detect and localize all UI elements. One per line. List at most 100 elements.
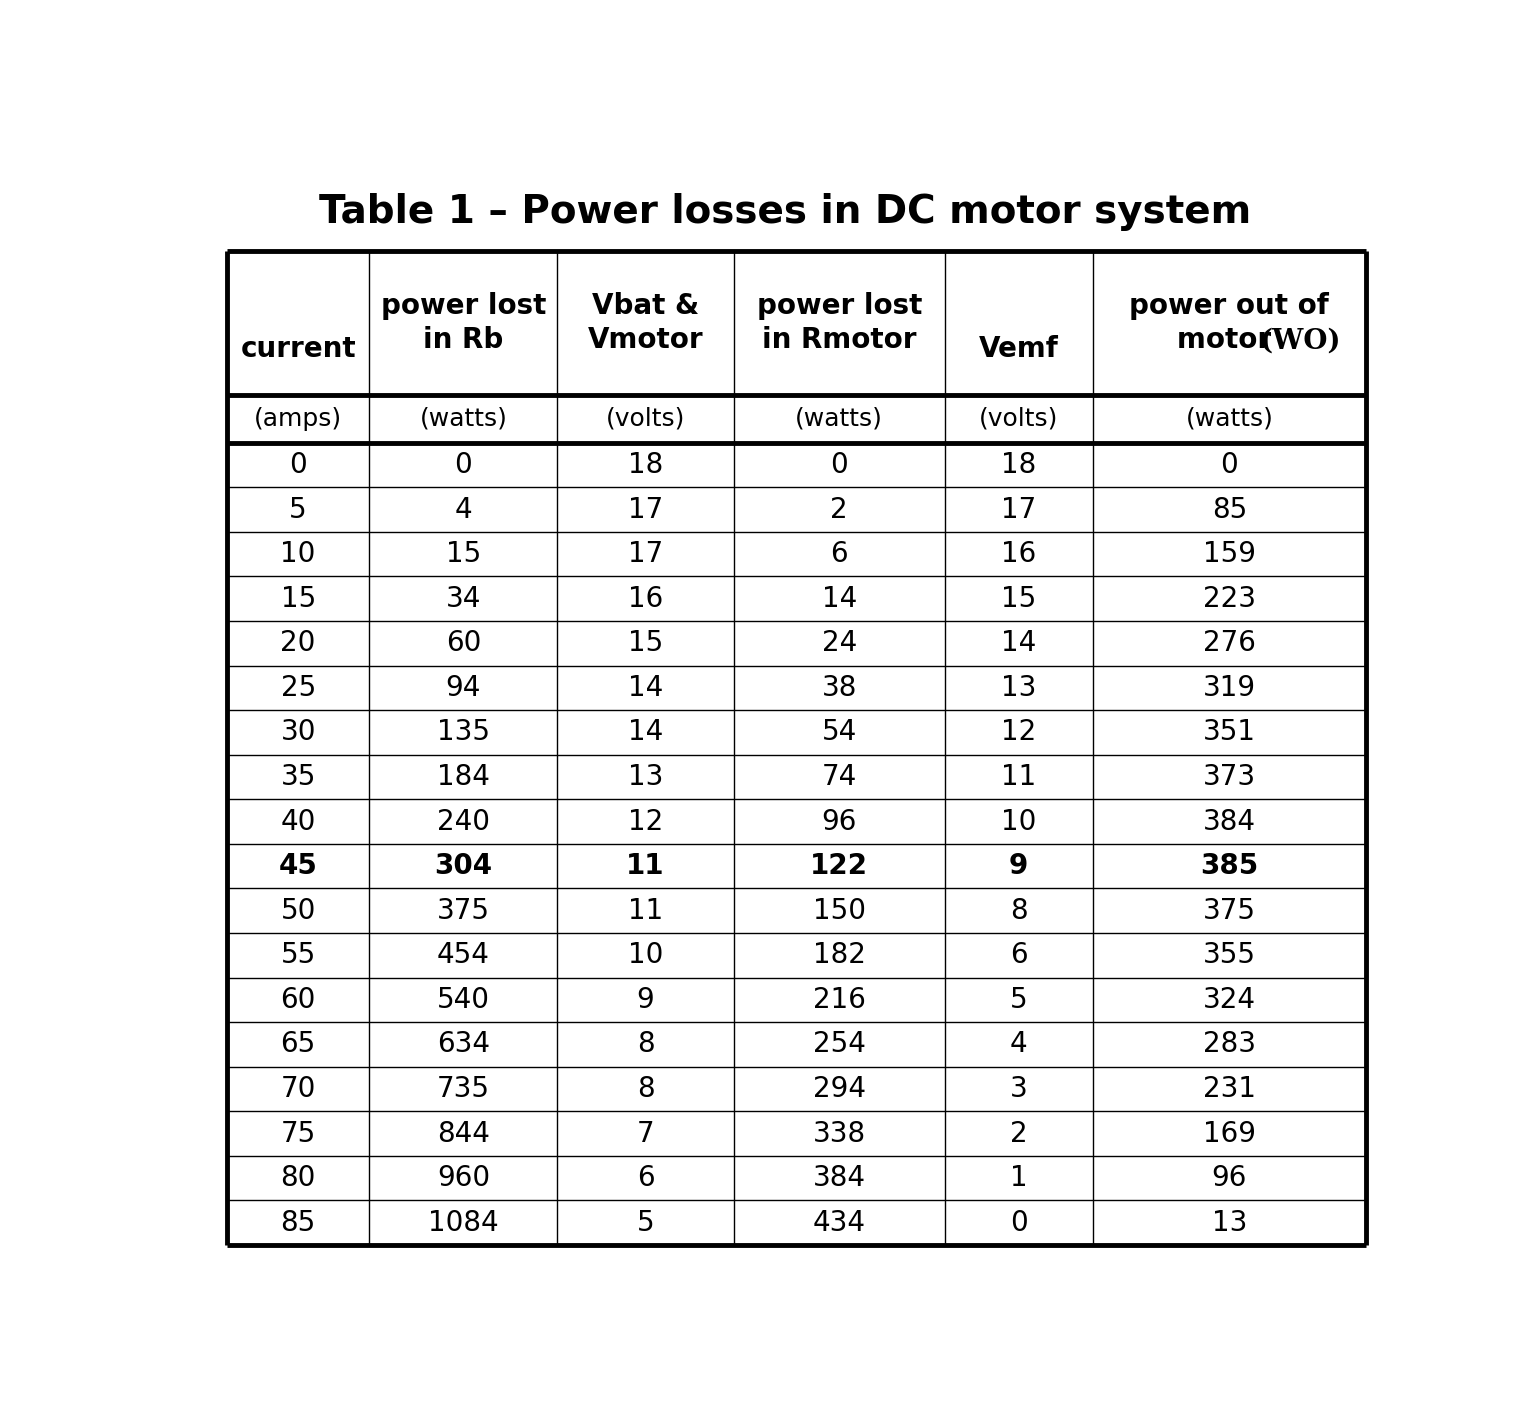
Text: 20: 20 bbox=[280, 629, 315, 658]
Text: 223: 223 bbox=[1203, 584, 1255, 612]
Text: 10: 10 bbox=[1001, 807, 1036, 835]
Text: 13: 13 bbox=[628, 763, 663, 792]
Text: 2: 2 bbox=[830, 495, 848, 523]
Text: 182: 182 bbox=[813, 941, 865, 969]
Text: 60: 60 bbox=[446, 629, 481, 658]
Text: 5: 5 bbox=[637, 1209, 654, 1236]
Text: 16: 16 bbox=[1001, 540, 1036, 569]
Text: 65: 65 bbox=[280, 1030, 315, 1058]
Text: current: current bbox=[240, 336, 357, 363]
Text: 960: 960 bbox=[436, 1164, 490, 1192]
Text: 9: 9 bbox=[637, 986, 654, 1013]
Text: 844: 844 bbox=[436, 1119, 490, 1147]
Text: 40: 40 bbox=[280, 807, 315, 835]
Text: power lost
in Rb: power lost in Rb bbox=[381, 292, 547, 354]
Text: 10: 10 bbox=[628, 941, 663, 969]
Text: 385: 385 bbox=[1200, 852, 1258, 880]
Text: 14: 14 bbox=[628, 718, 663, 746]
Text: 3: 3 bbox=[1010, 1075, 1027, 1103]
Text: 10: 10 bbox=[280, 540, 315, 569]
Text: 735: 735 bbox=[436, 1075, 490, 1103]
Text: 276: 276 bbox=[1203, 629, 1255, 658]
Text: 45: 45 bbox=[279, 852, 317, 880]
Text: 5: 5 bbox=[289, 495, 308, 523]
Text: 2: 2 bbox=[1010, 1119, 1027, 1147]
Text: (amps): (amps) bbox=[254, 406, 343, 430]
Text: Vbat &
Vmotor: Vbat & Vmotor bbox=[588, 292, 703, 354]
Text: 60: 60 bbox=[280, 986, 315, 1013]
Text: 240: 240 bbox=[436, 807, 490, 835]
Text: 85: 85 bbox=[1211, 495, 1246, 523]
Text: power lost
in Rmotor: power lost in Rmotor bbox=[756, 292, 922, 354]
Text: Vemf: Vemf bbox=[978, 336, 1058, 363]
Text: 150: 150 bbox=[813, 896, 865, 924]
Text: 16: 16 bbox=[628, 584, 663, 612]
Text: 24: 24 bbox=[822, 629, 857, 658]
Text: 12: 12 bbox=[1001, 718, 1036, 746]
Text: 94: 94 bbox=[446, 674, 481, 701]
Text: 15: 15 bbox=[628, 629, 663, 658]
Text: power out of
motor: power out of motor bbox=[1130, 292, 1329, 354]
Text: 8: 8 bbox=[637, 1075, 654, 1103]
Text: (watts): (watts) bbox=[419, 406, 507, 430]
Text: 11: 11 bbox=[626, 852, 664, 880]
Text: 35: 35 bbox=[280, 763, 315, 792]
Text: 5: 5 bbox=[1010, 986, 1027, 1013]
Text: 96: 96 bbox=[822, 807, 857, 835]
Text: 319: 319 bbox=[1203, 674, 1255, 701]
Text: 96: 96 bbox=[1211, 1164, 1248, 1192]
Text: (volts): (volts) bbox=[978, 406, 1058, 430]
Text: (watts): (watts) bbox=[1185, 406, 1274, 430]
Text: 1: 1 bbox=[1010, 1164, 1027, 1192]
Text: 15: 15 bbox=[1001, 584, 1036, 612]
Text: 0: 0 bbox=[455, 452, 472, 478]
Text: 8: 8 bbox=[637, 1030, 654, 1058]
Text: 6: 6 bbox=[830, 540, 848, 569]
Text: 384: 384 bbox=[813, 1164, 865, 1192]
Text: 50: 50 bbox=[280, 896, 315, 924]
Text: 4: 4 bbox=[455, 495, 472, 523]
Text: 0: 0 bbox=[289, 452, 308, 478]
Text: 54: 54 bbox=[822, 718, 857, 746]
Text: 18: 18 bbox=[628, 452, 663, 478]
Text: 122: 122 bbox=[810, 852, 868, 880]
Text: Table 1 – Power losses in DC motor system: Table 1 – Power losses in DC motor syste… bbox=[318, 193, 1251, 231]
Text: 34: 34 bbox=[446, 584, 481, 612]
Text: 540: 540 bbox=[436, 986, 490, 1013]
Text: 17: 17 bbox=[628, 540, 663, 569]
Text: 17: 17 bbox=[628, 495, 663, 523]
Text: 454: 454 bbox=[436, 941, 490, 969]
Text: (volts): (volts) bbox=[606, 406, 686, 430]
Text: 30: 30 bbox=[280, 718, 315, 746]
Text: 304: 304 bbox=[435, 852, 493, 880]
Text: 384: 384 bbox=[1203, 807, 1255, 835]
Text: 4: 4 bbox=[1010, 1030, 1027, 1058]
Text: 159: 159 bbox=[1203, 540, 1255, 569]
Text: 434: 434 bbox=[813, 1209, 865, 1236]
Text: 324: 324 bbox=[1203, 986, 1255, 1013]
Text: 169: 169 bbox=[1203, 1119, 1255, 1147]
Text: 6: 6 bbox=[1010, 941, 1027, 969]
Text: 74: 74 bbox=[822, 763, 857, 792]
Text: 0: 0 bbox=[1010, 1209, 1027, 1236]
Text: 184: 184 bbox=[436, 763, 490, 792]
Text: 38: 38 bbox=[822, 674, 857, 701]
Text: 11: 11 bbox=[1001, 763, 1036, 792]
Text: 14: 14 bbox=[822, 584, 857, 612]
Text: (watts): (watts) bbox=[795, 406, 883, 430]
Text: 14: 14 bbox=[628, 674, 663, 701]
Text: 7: 7 bbox=[637, 1119, 654, 1147]
Text: 351: 351 bbox=[1203, 718, 1255, 746]
Text: 0: 0 bbox=[1220, 452, 1239, 478]
Text: 373: 373 bbox=[1203, 763, 1255, 792]
Text: 15: 15 bbox=[280, 584, 315, 612]
Text: 6: 6 bbox=[637, 1164, 654, 1192]
Text: 634: 634 bbox=[436, 1030, 490, 1058]
Text: 1084: 1084 bbox=[429, 1209, 499, 1236]
Text: 9: 9 bbox=[1009, 852, 1029, 880]
Text: 294: 294 bbox=[813, 1075, 865, 1103]
Text: 14: 14 bbox=[1001, 629, 1036, 658]
Text: 13: 13 bbox=[1001, 674, 1036, 701]
Text: 231: 231 bbox=[1203, 1075, 1255, 1103]
Text: 85: 85 bbox=[280, 1209, 315, 1236]
